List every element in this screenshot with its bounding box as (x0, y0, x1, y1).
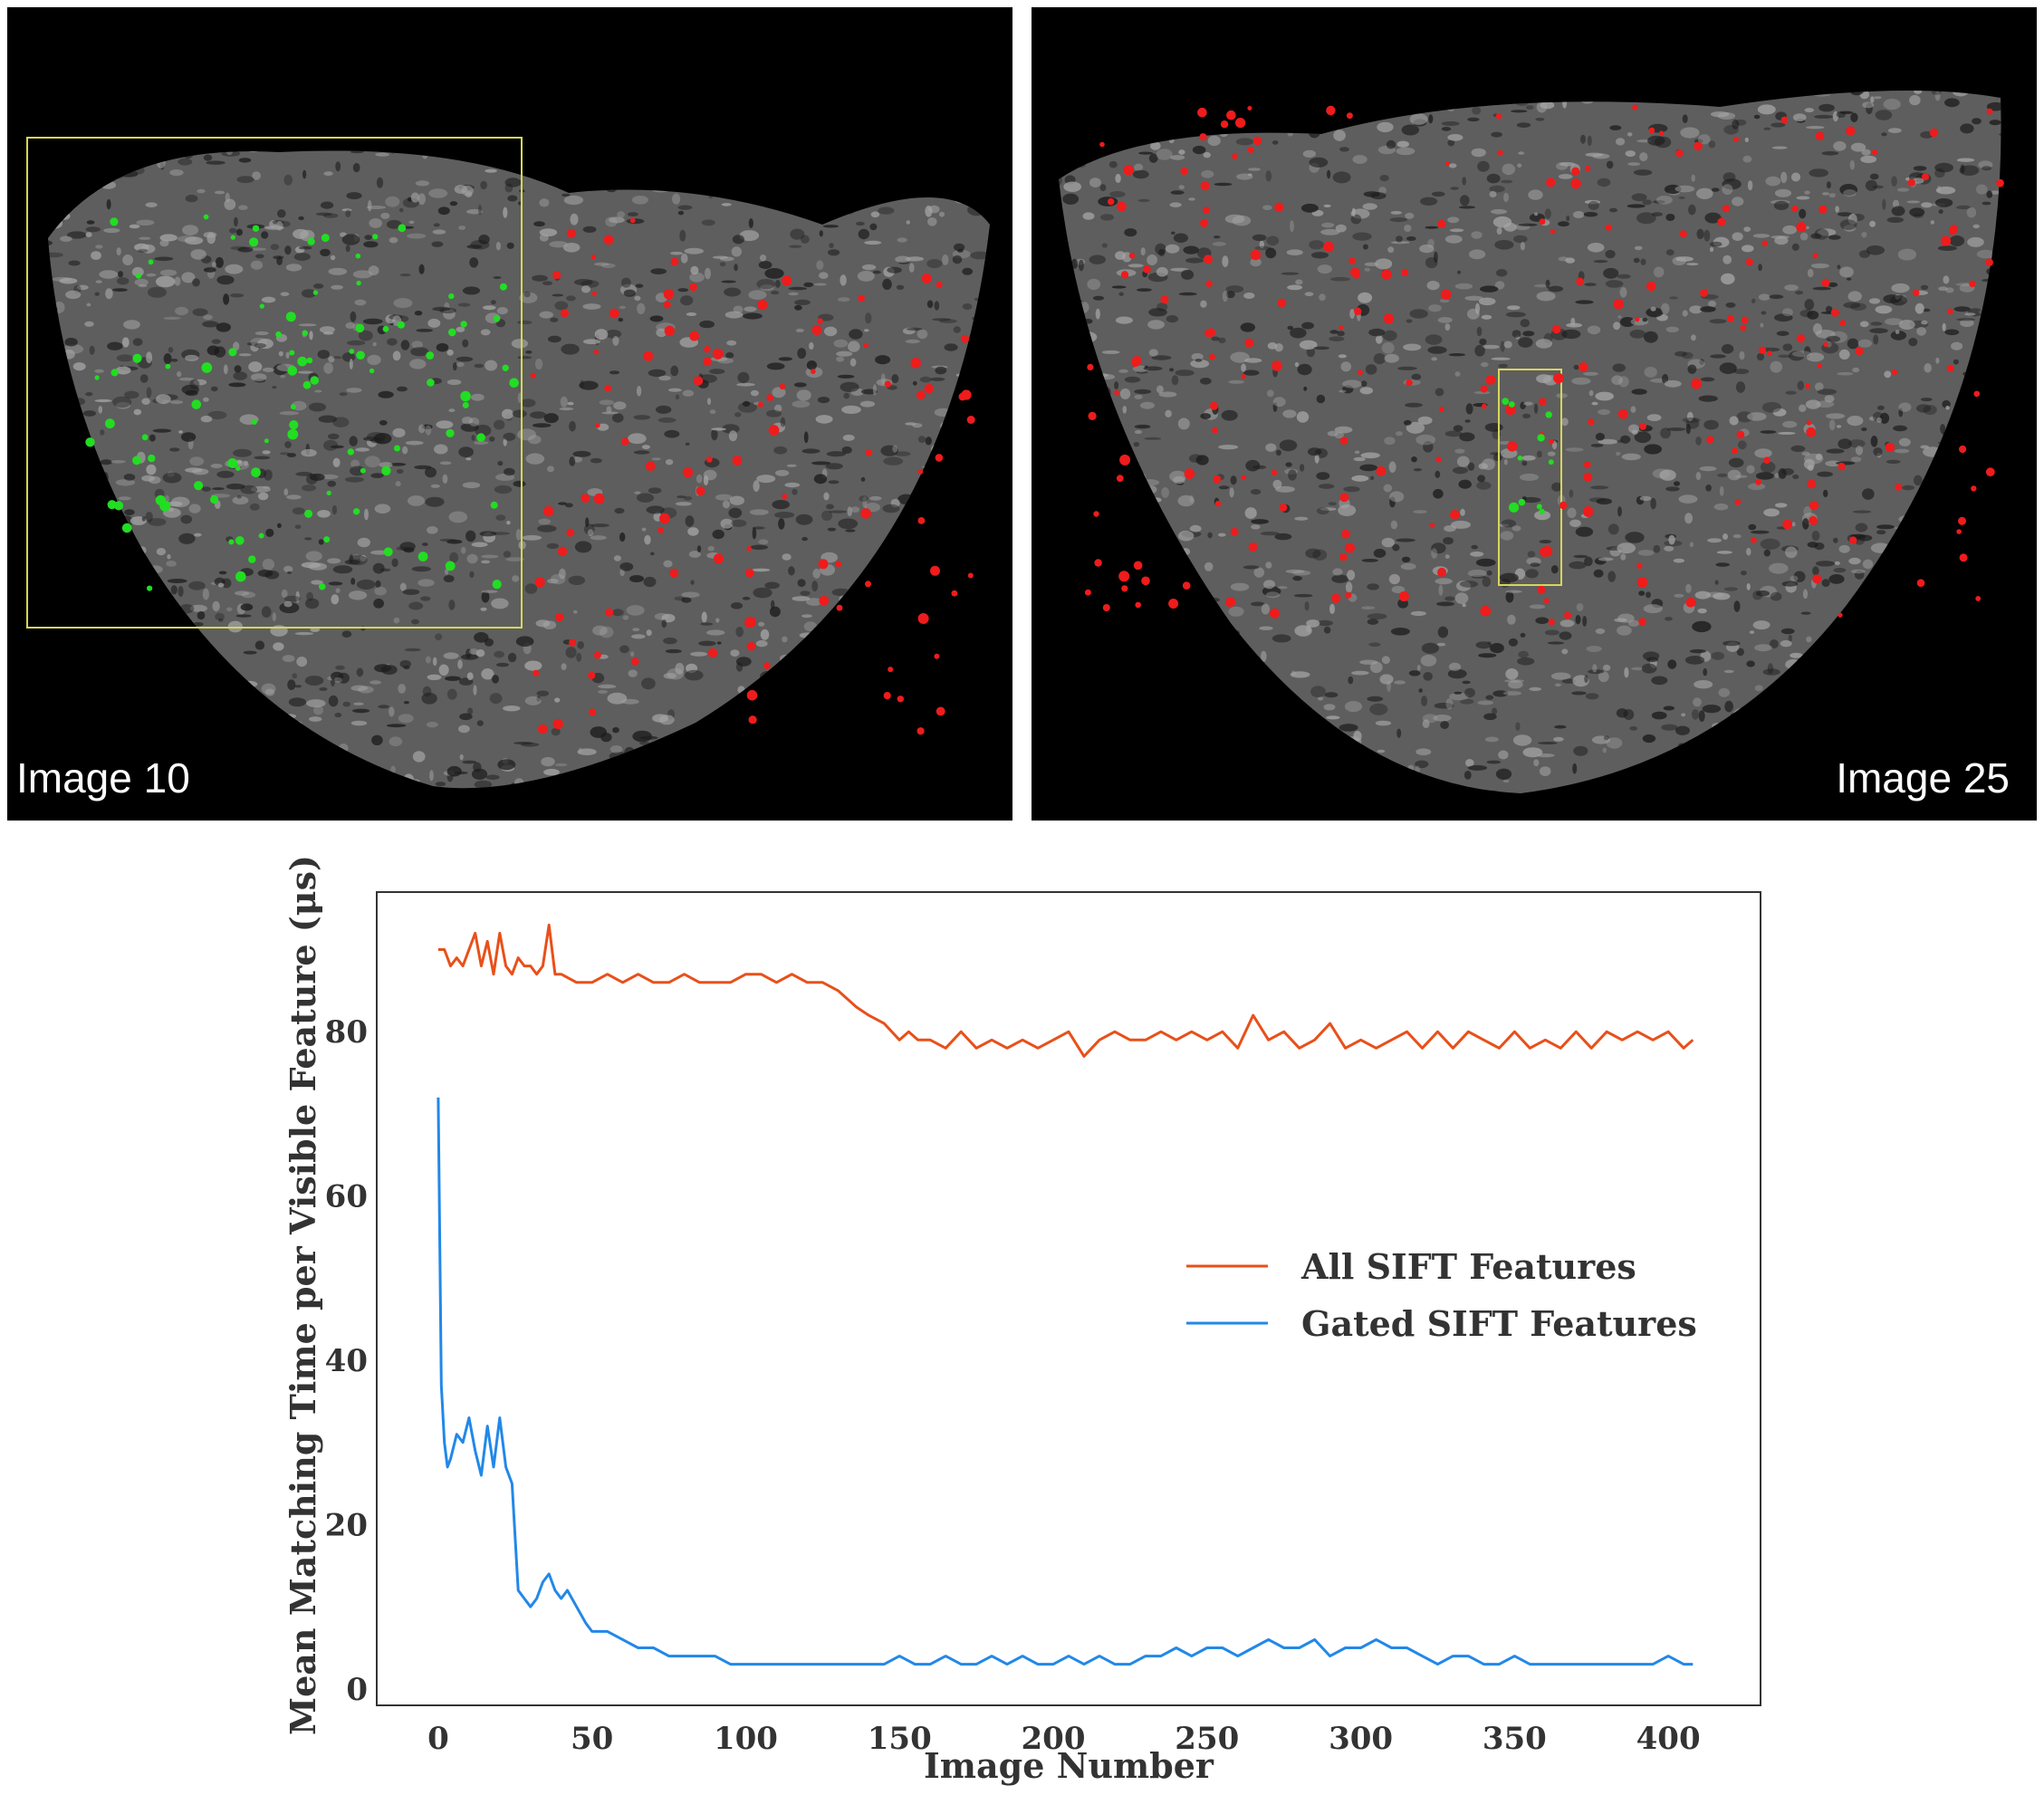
y-tick-label: 0 (346, 1672, 368, 1708)
image-10-texture (48, 150, 990, 789)
x-tick-label: 200 (1022, 1721, 1086, 1757)
legend: All SIFT Features Gated SIFT Features (1186, 1246, 1697, 1344)
x-tick-label: 400 (1636, 1721, 1701, 1757)
legend-label-gated-sift: Gated SIFT Features (1301, 1303, 1697, 1344)
y-tick-label: 40 (325, 1343, 368, 1379)
x-tick-label: 250 (1175, 1721, 1239, 1757)
image-25-feature-points (1084, 104, 2004, 626)
gate-box-image-25 (1498, 369, 1562, 586)
series-line-all-sift (437, 923, 1694, 1058)
image-25-base (1059, 91, 2001, 793)
y-tick-labels: 0 20 40 60 80 (325, 1014, 368, 1708)
panel-label-image-25: Image 25 (1836, 754, 2010, 802)
x-tick-label: 300 (1329, 1721, 1393, 1757)
y-tick-label: 20 (325, 1507, 368, 1543)
y-axis-title: Mean Matching Time per Visible Feature (… (283, 855, 323, 1735)
x-tick-label: 350 (1483, 1721, 1547, 1757)
image-10-feature-points (85, 214, 975, 735)
y-tick-label: 80 (325, 1014, 368, 1051)
panel-label-image-10: Image 10 (16, 754, 190, 802)
image-10-panel: Image 10 (7, 7, 1012, 821)
x-tick-label: 50 (571, 1721, 613, 1757)
plot-frame (376, 891, 1761, 1706)
series-lines (437, 923, 1694, 1666)
legend-label-all-sift: All SIFT Features (1300, 1246, 1636, 1287)
x-tick-label: 0 (427, 1721, 449, 1757)
series-line-gated-sift (437, 1097, 1694, 1666)
x-tick-label: 100 (714, 1721, 778, 1757)
y-tick-label: 60 (325, 1179, 368, 1215)
matching-time-chart: 0 50 100 150 200 250 300 350 400 0 20 40 60 80 Image… (283, 855, 1761, 1786)
image-25-panel: Image 25 (1032, 7, 2037, 821)
x-axis-title: Image Number (924, 1745, 1214, 1786)
image-10-surface (26, 137, 990, 789)
gate-box-image-10 (26, 137, 523, 629)
x-tick-labels: 0 50 100 150 200 250 300 350 400 (427, 1721, 1701, 1757)
image-25-surface (1059, 91, 2004, 793)
x-tick-label: 150 (868, 1721, 932, 1757)
image-25-texture (1059, 91, 2001, 793)
